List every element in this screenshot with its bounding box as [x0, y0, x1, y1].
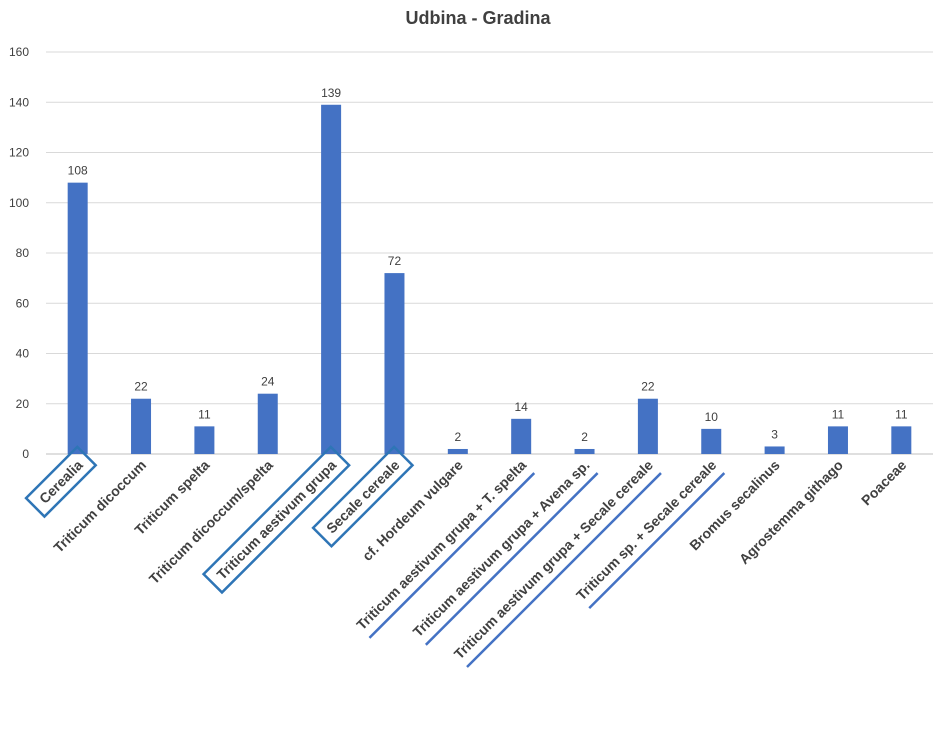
data-label: 24: [261, 375, 275, 389]
bar-cerealia: [67, 182, 88, 454]
data-label: 14: [514, 400, 528, 414]
data-label: 22: [641, 380, 655, 394]
underline-mark: [368, 472, 536, 639]
bar-triticum-sp-secale-cereale: [701, 428, 722, 454]
y-tick-label: 0: [22, 447, 29, 461]
data-label: 10: [705, 410, 719, 424]
bar-cf-hordeum-vulgare: [447, 448, 468, 454]
bar-poaceae: [891, 426, 912, 454]
data-label: 2: [454, 430, 461, 444]
data-label: 22: [134, 380, 148, 394]
data-label: 11: [198, 407, 211, 421]
x-tick-label: Poaceae: [858, 457, 910, 509]
y-tick-label: 80: [16, 246, 30, 260]
x-tick-label: Agrostemma githago: [736, 457, 846, 567]
highlight-box: [201, 445, 351, 595]
underline-mark: [466, 472, 662, 668]
y-tick-label: 20: [16, 397, 30, 411]
underline-mark: [588, 472, 726, 610]
y-tick-label: 100: [9, 196, 29, 210]
bar-bromus-secalinus: [764, 446, 785, 454]
y-tick-label: 120: [9, 146, 29, 160]
bar-secale-cereale: [384, 273, 405, 454]
y-tick-label: 140: [9, 95, 29, 109]
bar-triticum-dicoccum: [131, 398, 152, 454]
underline-mark: [424, 472, 599, 646]
bar-triticum-dicoccum-spelta: [257, 393, 278, 454]
bar-triticum-aestivum-grupa: [321, 104, 342, 454]
y-tick-label: 60: [16, 296, 30, 310]
bar-triticum-aestivum-grupa-secale-cereale: [637, 398, 658, 454]
data-label: 139: [321, 86, 341, 100]
highlight-box: [24, 445, 98, 519]
data-label: 2: [581, 430, 588, 444]
data-label: 11: [832, 407, 845, 421]
gridlines: [46, 51, 933, 455]
y-axis-ticks: 0 20 40 60 80 100 120 140 160: [9, 45, 29, 461]
data-label: 3: [771, 427, 778, 441]
bars: [67, 104, 912, 454]
annotations: [24, 445, 726, 668]
y-tick-label: 40: [16, 347, 30, 361]
highlight-box: [311, 445, 415, 549]
bar-agrostemma-githago: [827, 426, 848, 454]
bar-triticum-spelta: [194, 426, 215, 454]
chart-title: Udbina - Gradina: [405, 8, 551, 28]
y-tick-label: 160: [9, 45, 29, 59]
data-label: 11: [895, 407, 908, 421]
data-label: 72: [388, 254, 402, 268]
data-label: 108: [68, 164, 88, 178]
bar-triticum-aestivum-grupa-avena-sp: [574, 448, 595, 454]
bar-triticum-aestivum-grupa-t-spelta: [511, 418, 532, 454]
